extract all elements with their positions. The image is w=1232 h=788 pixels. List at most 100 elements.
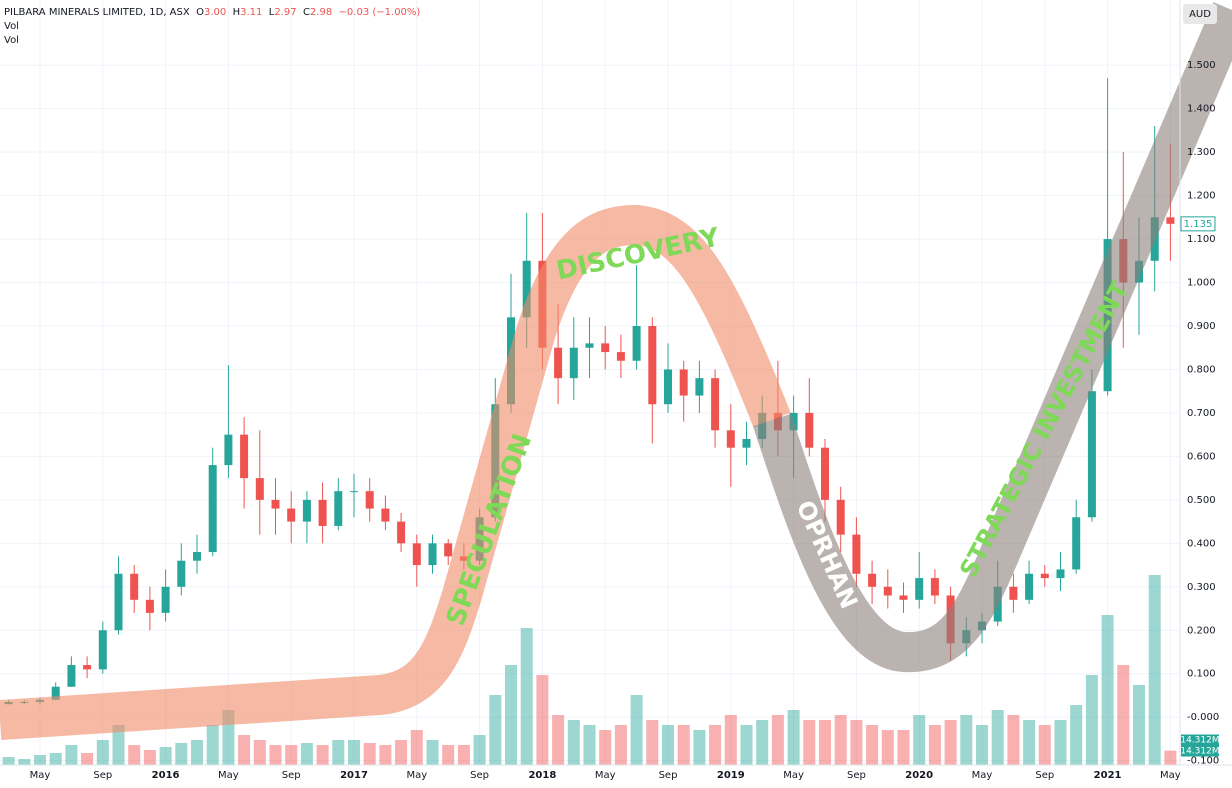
candle-body — [679, 369, 688, 396]
volume-bar — [756, 720, 769, 765]
ohlc-key: C — [302, 7, 310, 18]
volume-bar — [630, 695, 643, 765]
y-tick-label: 1.300 — [1187, 147, 1216, 158]
volume-bar — [253, 740, 266, 765]
volume-bar — [238, 735, 251, 765]
x-tick-label: May — [218, 770, 239, 781]
y-tick-label: -0.100 — [1187, 756, 1219, 767]
candle-body — [130, 573, 139, 600]
last-price-label: 1.135 — [1184, 219, 1213, 230]
candle-body — [632, 325, 641, 361]
volume-bar — [96, 740, 109, 765]
volume-bar — [191, 740, 203, 765]
candle-body — [240, 434, 249, 479]
candle-body — [302, 499, 311, 522]
volume-bar — [897, 730, 910, 765]
candle-body — [193, 552, 201, 561]
y-tick-label: 0.500 — [1187, 495, 1216, 506]
volume-bar — [662, 725, 674, 765]
y-tick-label: 0.800 — [1187, 364, 1216, 375]
price-axis: -0.100 -0.000 0.100 0.200 0.300 0.400 0.500 0.6… — [30, 60, 1220, 781]
volume-bar — [976, 725, 988, 765]
candle-body — [554, 347, 563, 379]
x-tick-label: 2018 — [528, 770, 556, 781]
volume-bar — [834, 715, 847, 765]
candle-body — [852, 534, 861, 574]
volume-bar — [348, 740, 360, 765]
volume-bar — [881, 730, 894, 765]
pink-band — [0, 204, 791, 740]
trend-bands — [0, 2, 1232, 740]
volume-bar — [677, 725, 690, 765]
volume-bar — [614, 725, 627, 765]
volume-bar — [410, 730, 423, 765]
candle-body — [1009, 586, 1018, 600]
x-tick-label: Sep — [282, 770, 301, 781]
volume-bar — [1133, 685, 1145, 765]
y-tick-label: 0.100 — [1187, 669, 1216, 680]
volume-bar — [175, 743, 188, 765]
candle-body — [145, 599, 154, 613]
candle-body — [1056, 569, 1065, 579]
x-tick-label: May — [406, 770, 427, 781]
candle-body — [1166, 217, 1175, 224]
volume-bar — [693, 730, 706, 765]
volume-bar — [65, 745, 78, 765]
volume-bar — [536, 675, 549, 765]
ohlc-value: 2.97 — [274, 7, 297, 18]
legend-row: PILBARA MINERALS LIMITED, 1D, ASX O3.00 … — [4, 6, 420, 20]
ohlc-key: H — [232, 7, 241, 18]
volume-bar — [583, 725, 596, 765]
x-tick-label: Sep — [847, 770, 866, 781]
y-tick-label: 0.900 — [1187, 321, 1216, 332]
volume-bar — [505, 665, 517, 765]
x-tick-label: 2019 — [717, 770, 745, 781]
volume-bar — [2, 757, 15, 765]
volume-bar — [771, 715, 784, 765]
volume-bar — [803, 720, 816, 765]
volume-bar — [206, 725, 219, 765]
y-tick-label: 1.200 — [1187, 191, 1216, 202]
candle-body — [1072, 517, 1081, 570]
volume-bar — [991, 710, 1004, 765]
volume-bar — [1164, 750, 1177, 765]
candle-body — [83, 665, 92, 670]
candle-body — [601, 343, 610, 353]
currency: AUD — [1189, 9, 1211, 20]
volume-bar — [1101, 615, 1114, 765]
candle-body — [114, 573, 123, 631]
candle-body — [616, 352, 625, 361]
volume-bar — [960, 715, 973, 765]
gray-band — [753, 2, 1232, 673]
indicator: Vol — [4, 21, 19, 32]
y-tick-label: 0.200 — [1187, 625, 1216, 636]
ohlc-value: 2.98 — [309, 7, 333, 18]
candle-body — [522, 260, 531, 318]
candle-body — [381, 508, 390, 522]
volume-bar — [112, 725, 125, 765]
candle-body — [648, 325, 657, 405]
volume-pane — [2, 575, 1177, 765]
candle-body — [883, 586, 892, 596]
candle-body — [915, 578, 924, 600]
grid — [0, 0, 1180, 765]
x-tick-label: Sep — [470, 770, 489, 781]
candle-body — [836, 499, 845, 535]
y-tick-label: 0.700 — [1187, 408, 1216, 419]
candle-body — [271, 499, 280, 509]
y-tick-label: 0.300 — [1187, 582, 1216, 593]
volume-bar — [520, 628, 533, 765]
candle-body — [726, 430, 735, 448]
volume-label: 14.312M — [1180, 747, 1219, 757]
volume-bar — [49, 753, 62, 765]
volume-bar — [724, 715, 737, 765]
x-tick-label: May — [783, 770, 804, 781]
y-tick-label: 1.100 — [1187, 234, 1216, 245]
candle-body — [585, 343, 594, 348]
volume-bar — [269, 745, 282, 765]
candle-body — [1040, 573, 1049, 579]
candle-body — [287, 508, 296, 522]
y-tick-label: -0.000 — [1187, 712, 1219, 723]
volume-bar — [159, 747, 172, 765]
candle-body — [1087, 391, 1096, 518]
